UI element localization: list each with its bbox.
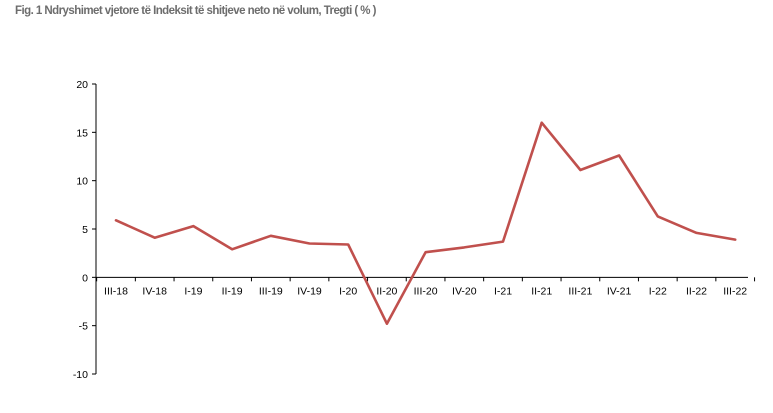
y-tick-label: 0: [82, 272, 88, 284]
x-tick-label: II-20: [376, 285, 397, 297]
x-tick-label: IV-21: [607, 285, 632, 297]
x-axis: III-18 IV-18 I-19 II-19 III-19 IV-19 I-20 II-20…: [96, 276, 756, 297]
x-tick-label: III-22: [723, 285, 747, 297]
x-tick-label: I-20: [339, 285, 357, 297]
series-group: [114, 121, 737, 326]
x-tick-label: III-21: [568, 285, 592, 297]
y-tick-label: 20: [76, 79, 88, 91]
x-tick-label: II-19: [222, 285, 243, 297]
x-tick-label: IV-19: [297, 285, 322, 297]
x-tick-label: IV-18: [142, 285, 167, 297]
x-tick-label: III-18: [104, 285, 128, 297]
x-tick-label: III-20: [414, 285, 438, 297]
chart-title: Fig. 1 Ndryshimet vjetore të Indeksit të…: [15, 5, 376, 17]
x-tick-label: I-22: [649, 285, 667, 297]
x-tick-label: I-21: [494, 285, 512, 297]
y-tick-label: -5: [79, 321, 88, 333]
y-tick-label: 5: [82, 224, 88, 236]
x-tick-label: I-19: [184, 285, 202, 297]
x-tick-label: III-19: [259, 285, 283, 297]
x-tick-label: IV-20: [452, 285, 477, 297]
y-tick-label: -10: [73, 369, 88, 381]
y-tick-label: 10: [76, 176, 88, 188]
y-axis: -10 -5 0 5 10 15 20: [73, 79, 97, 381]
y-tick-label: 15: [76, 127, 88, 139]
x-tick-label: II-21: [531, 285, 552, 297]
x-tick-label: II-22: [686, 285, 707, 297]
